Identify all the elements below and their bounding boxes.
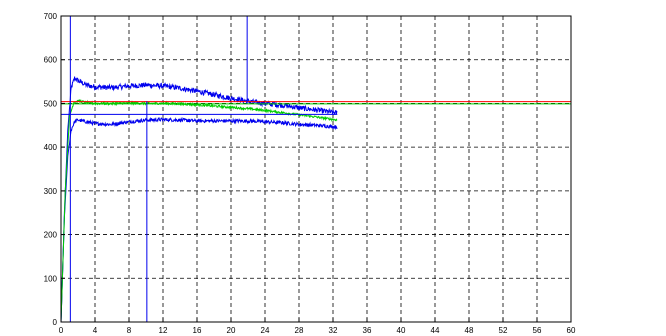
- x-tick-label: 8: [127, 326, 132, 335]
- x-tick-label: 24: [261, 326, 270, 335]
- x-tick-label: 0: [59, 326, 64, 335]
- grid-lines: [61, 16, 571, 322]
- x-tick-label: 36: [363, 326, 372, 335]
- y-tick-label: 600: [44, 56, 58, 65]
- x-tick-label: 56: [533, 326, 542, 335]
- series-layer: [60, 76, 338, 323]
- x-tick-label: 20: [227, 326, 236, 335]
- x-tick-label: 16: [193, 326, 202, 335]
- reference-lines: [61, 16, 571, 322]
- x-tick-label: 12: [159, 326, 168, 335]
- x-tick-label: 4: [93, 326, 98, 335]
- upper-envelope-series-line: [60, 76, 338, 323]
- x-tick-label: 60: [567, 326, 576, 335]
- y-tick-label: 700: [44, 12, 58, 21]
- y-tick-label: 200: [44, 231, 58, 240]
- y-tick-label: 400: [44, 143, 58, 152]
- x-tick-label: 44: [431, 326, 440, 335]
- x-axis-ticks: 0 4 8 12 16 20 24 28 32 36 40 44 48 52 56 60: [59, 318, 576, 335]
- mean-series-line: [60, 99, 338, 323]
- x-tick-label: 48: [465, 326, 474, 335]
- plot-frame: [60, 15, 572, 323]
- y-tick-label: 100: [44, 274, 58, 283]
- y-tick-label: 0: [53, 318, 58, 327]
- lower-envelope-series-line: [60, 116, 338, 323]
- y-axis-ticks: 0 100 200 300 400 500 600 700: [44, 12, 65, 327]
- x-tick-label: 32: [329, 326, 338, 335]
- x-tick-label: 40: [397, 326, 406, 335]
- y-tick-label: 300: [44, 187, 58, 196]
- x-tick-label: 52: [499, 326, 508, 335]
- x-tick-label: 28: [295, 326, 304, 335]
- y-tick-label: 500: [44, 99, 58, 108]
